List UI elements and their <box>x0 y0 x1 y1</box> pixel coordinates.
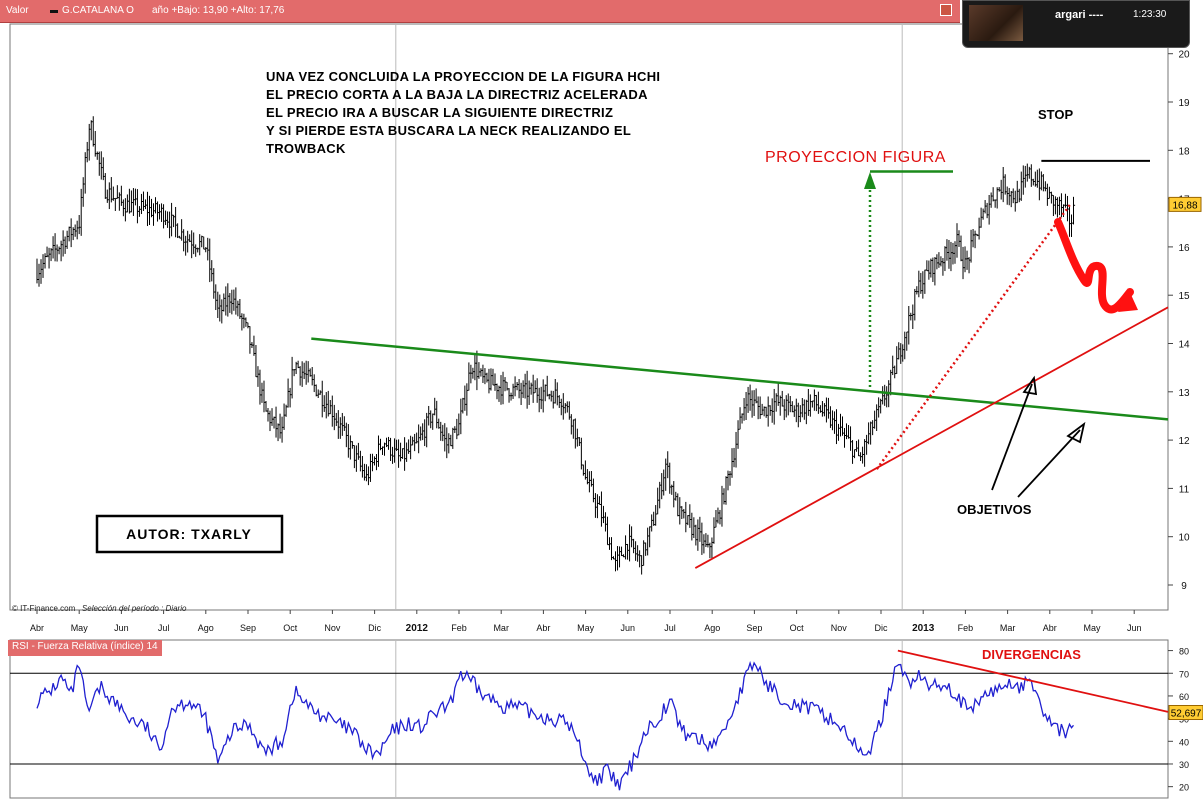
rsi-y-tick-label: 20 <box>1179 783 1189 793</box>
y-tick-label: 9 <box>1181 581 1187 592</box>
source-label: © IT-Finance.com <box>12 604 76 613</box>
main-annotation-line: Y SI PIERDE ESTA BUSCARA LA NECK REALIZA… <box>266 123 631 138</box>
y-tick-label: 12 <box>1178 436 1190 447</box>
x-tick-label: Mar <box>493 623 509 633</box>
rsi-line <box>36 660 1074 791</box>
x-tick-label: Feb <box>451 623 467 633</box>
x-tick-label: Ago <box>704 623 720 633</box>
rsi-y-tick-label: 80 <box>1179 647 1189 657</box>
x-tick-label: May <box>577 623 595 633</box>
x-tick-label: Ago <box>198 623 214 633</box>
last-rsi-label-bg <box>1168 705 1203 721</box>
x-tick-label: Sep <box>240 623 256 633</box>
x-tick-label: Dic <box>875 623 888 633</box>
main-annotation-line: TROWBACK <box>266 141 346 156</box>
stop-label: STOP <box>1038 107 1073 122</box>
objetivo-arrow-head <box>1022 375 1038 396</box>
x-tick-label: Abr <box>1043 623 1057 633</box>
x-tick-label: Jun <box>1127 623 1142 633</box>
x-tick-label: Nov <box>831 623 848 633</box>
x-tick-label: 2013 <box>912 623 935 634</box>
last-rsi-label: 52,697 <box>1171 709 1202 720</box>
x-tick-label: Jun <box>114 623 129 633</box>
user-thumbnail <box>969 5 1023 41</box>
rsi-y-tick-label: 70 <box>1179 669 1189 679</box>
chart-header: Valor G.CATALANA O año +Bajo: 13,90 +Alt… <box>0 0 960 23</box>
x-tick-label: Abr <box>536 623 550 633</box>
x-tick-label: May <box>71 623 89 633</box>
x-tick-label: Feb <box>958 623 974 633</box>
x-tick-label: Mar <box>1000 623 1016 633</box>
header-stats: año +Bajo: 13,90 +Alto: 17,76 <box>152 5 285 16</box>
autor-box <box>95 514 284 554</box>
objetivo-arrow <box>991 383 1033 491</box>
last-price-label-bg <box>1168 196 1202 212</box>
y-tick-label: 19 <box>1178 98 1190 109</box>
x-tick-label: Jul <box>664 623 676 633</box>
x-tick-label: Nov <box>324 623 341 633</box>
user-name: argari ---- <box>1055 9 1104 21</box>
x-tick-label: Dic <box>368 623 381 633</box>
y-tick-label: 18 <box>1178 146 1190 157</box>
y-tick-label: 11 <box>1179 484 1190 495</box>
objetivo-arrow-head <box>1066 421 1086 444</box>
period-label: Selección del período : Diario <box>81 604 187 613</box>
header-label: Valor <box>6 5 29 16</box>
x-tick-label: Jul <box>158 623 170 633</box>
divergence-line <box>897 649 1169 713</box>
x-tick-label: Oct <box>790 623 805 633</box>
x-tick-label: Jun <box>621 623 636 633</box>
neckline <box>311 337 1169 421</box>
x-tick-label: Abr <box>30 623 44 633</box>
series-swatch-icon <box>50 10 58 13</box>
x-tick-label: 2012 <box>406 623 429 634</box>
y-tick-label: 13 <box>1178 388 1190 399</box>
rsi-y-tick-label: 40 <box>1179 737 1189 747</box>
objetivos-label: OBJETIVOS <box>957 502 1032 517</box>
projection-arrow-head <box>864 172 876 189</box>
rsi-y-tick-label: 60 <box>1179 692 1189 702</box>
main-annotation-line: UNA VEZ CONCLUIDA LA PROYECCION DE LA FI… <box>266 69 660 84</box>
last-price-label: 16,88 <box>1172 200 1197 211</box>
y-tick-label: 15 <box>1178 291 1190 302</box>
proyeccion-label: PROYECCION FIGURA <box>765 149 946 166</box>
y-tick-label: 10 <box>1178 533 1190 544</box>
y-tick-label: 20 <box>1178 50 1190 61</box>
user-panel: argari ---- 1:23:30 <box>962 0 1190 48</box>
x-tick-label: Sep <box>746 623 762 633</box>
y-tick-label: 14 <box>1178 340 1190 351</box>
x-tick-label: May <box>1083 623 1101 633</box>
main-annotation-line: EL PRECIO IRA A BUSCAR LA SIGUIENTE DIRE… <box>266 105 613 120</box>
clock: 1:23:30 <box>1133 9 1167 20</box>
x-axis-band <box>10 612 1168 638</box>
main-annotation-line: EL PRECIO CORTA A LA BAJA LA DIRECTRIZ A… <box>266 87 648 102</box>
rsi-y-tick-label: 30 <box>1179 760 1189 770</box>
forecast-arrow <box>1054 218 1134 314</box>
autor-label: AUTOR: TXARLY <box>126 526 252 542</box>
source-footer: © IT-Finance.com Selección del período :… <box>12 604 186 613</box>
close-icon[interactable] <box>940 4 952 16</box>
price-plot-area <box>9 23 1169 611</box>
forecast-arrow-head <box>1118 288 1138 312</box>
x-tick-label: Oct <box>283 623 298 633</box>
divergencias-label: DIVERGENCIAS <box>982 647 1081 662</box>
y-tick-label: 16 <box>1178 243 1190 254</box>
header-ticker: G.CATALANA O <box>62 5 134 16</box>
trend-line <box>694 306 1169 569</box>
price-bars <box>36 116 1076 575</box>
objetivo-arrow <box>1017 429 1081 498</box>
rsi-header: RSI - Fuerza Relativa (índice) 14 <box>8 640 162 656</box>
